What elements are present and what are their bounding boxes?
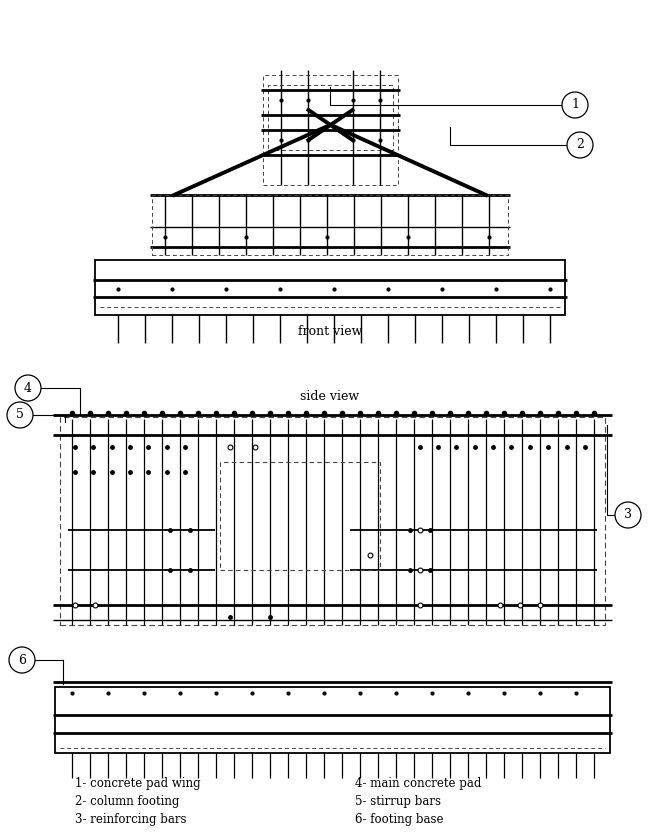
Text: 4- main concrete pad: 4- main concrete pad xyxy=(355,777,481,790)
Text: 4: 4 xyxy=(24,382,32,394)
Text: 2- column footing: 2- column footing xyxy=(75,795,180,808)
Circle shape xyxy=(615,502,641,528)
Text: 5- stirrup bars: 5- stirrup bars xyxy=(355,795,441,808)
Circle shape xyxy=(9,647,35,673)
Text: front view: front view xyxy=(298,325,362,338)
Circle shape xyxy=(15,375,41,401)
Bar xyxy=(55,687,610,753)
Bar xyxy=(268,85,393,150)
Text: 1- concrete pad wing: 1- concrete pad wing xyxy=(75,777,201,790)
Bar xyxy=(95,260,565,315)
Text: 3: 3 xyxy=(624,509,632,522)
Text: 3- reinforcing bars: 3- reinforcing bars xyxy=(75,813,187,826)
Bar xyxy=(220,462,380,570)
Bar xyxy=(263,75,398,185)
Text: 6: 6 xyxy=(18,654,26,666)
Circle shape xyxy=(567,132,593,158)
Text: side view: side view xyxy=(300,390,360,403)
Bar xyxy=(152,195,508,255)
Text: 2: 2 xyxy=(576,139,584,151)
Circle shape xyxy=(7,402,33,428)
Circle shape xyxy=(562,92,588,118)
Bar xyxy=(60,417,605,625)
Text: 1: 1 xyxy=(571,99,579,112)
Text: 5: 5 xyxy=(16,408,24,422)
Text: 6- footing base: 6- footing base xyxy=(355,813,444,826)
